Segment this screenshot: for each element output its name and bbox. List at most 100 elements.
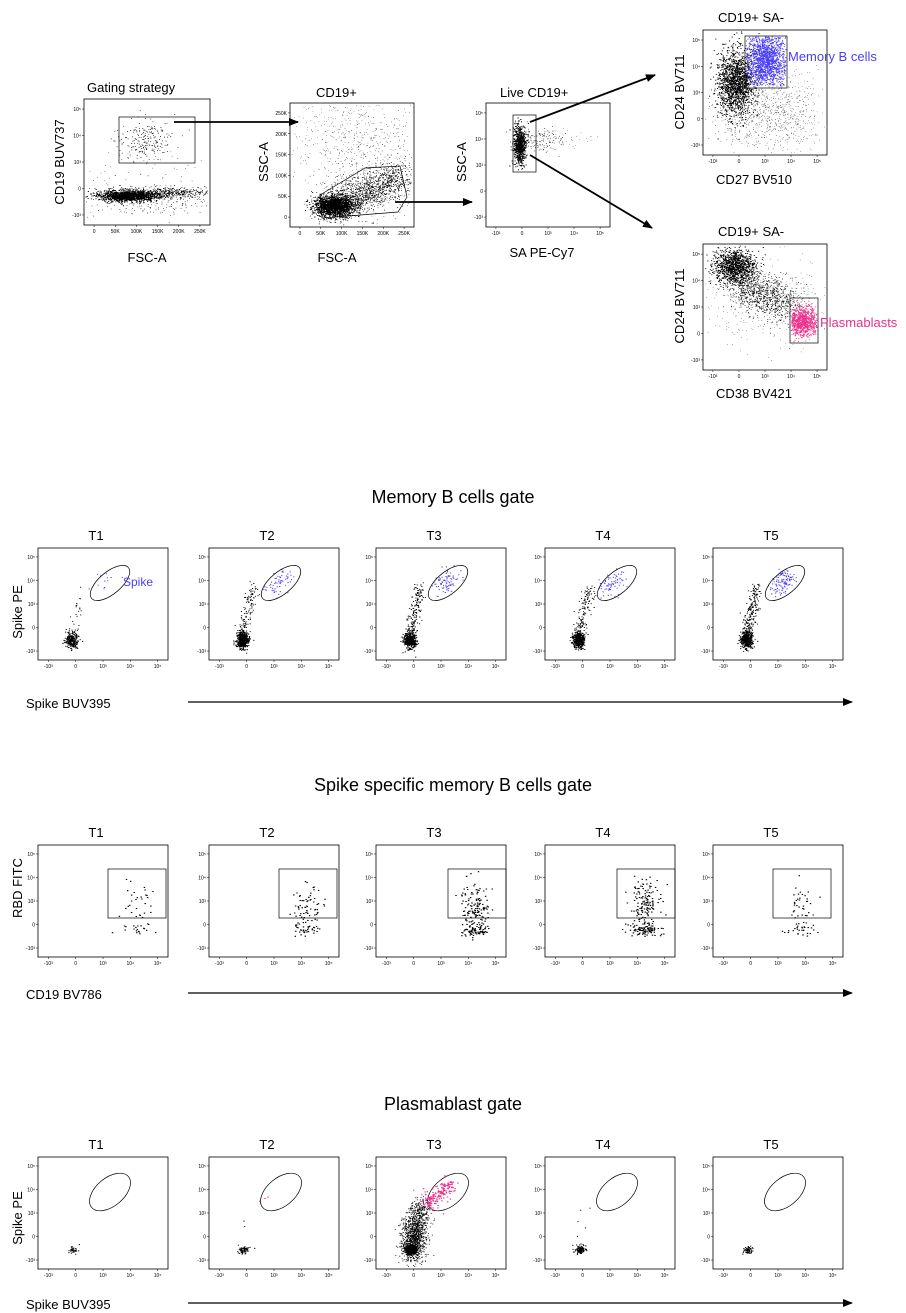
x-tick-label: 10⁴ bbox=[633, 664, 641, 670]
x-tick-label: 10³ bbox=[270, 961, 278, 967]
point-cloud bbox=[110, 109, 190, 177]
y-tick-label: 10⁵ bbox=[365, 1164, 373, 1170]
timepoint-panel: T5 -10³ 0 10³ 10⁴ 10⁵ -10³ 0 10³ 10⁴ 10⁵ bbox=[701, 825, 844, 967]
timepoint-label: T1 bbox=[88, 825, 103, 840]
y-tick-label: -10³ bbox=[474, 215, 483, 221]
point-cloud bbox=[243, 1220, 246, 1228]
x-tick-label: -10³ bbox=[215, 664, 224, 670]
memory-b-gate bbox=[744, 35, 788, 89]
x-tick-label: 150K bbox=[357, 231, 369, 237]
x-tick-label: 10⁵ bbox=[813, 159, 821, 165]
x-tick-label: 10³ bbox=[761, 374, 769, 380]
y-tick-label: 0 bbox=[203, 1235, 206, 1241]
plot-frame bbox=[208, 1156, 340, 1270]
y-tick-label: -10³ bbox=[533, 649, 542, 655]
y-tick-label: 100K bbox=[275, 173, 287, 179]
x-tick-label: 0 bbox=[581, 1273, 584, 1279]
timepoint-panel: T5 -10³ 0 10³ 10⁴ 10⁵ -10³ 0 10³ 10⁴ 10⁵ bbox=[701, 1137, 844, 1279]
point-cloud bbox=[739, 59, 825, 154]
timepoint-panel: T3 -10³ 0 10³ 10⁴ 10⁵ -10³ 0 10³ 10⁴ 10⁵ bbox=[364, 825, 507, 967]
y-tick-label: 10⁴ bbox=[702, 578, 710, 584]
timepoint-panel: T4 -10³ 0 10³ 10⁴ 10⁵ -10³ 0 10³ 10⁴ 10⁵ bbox=[533, 528, 676, 670]
x-tick-label: 50K bbox=[111, 229, 121, 235]
rbd-gate bbox=[107, 868, 167, 919]
y-tick-label: 10³ bbox=[693, 91, 701, 97]
spike-gate-label: Spike bbox=[123, 575, 153, 589]
x-tick-label: 10⁴ bbox=[633, 961, 641, 967]
y-tick-label: 0 bbox=[707, 626, 710, 632]
cd19-gate bbox=[118, 116, 196, 164]
y-tick-label: 200K bbox=[275, 132, 287, 138]
timepoint-panel: T4 -10³ 0 10³ 10⁴ 10⁵ -10³ 0 10³ 10⁴ 10⁵ bbox=[533, 825, 676, 967]
y-tick-label: 10³ bbox=[366, 899, 374, 905]
x-tick-label: 10³ bbox=[606, 961, 614, 967]
plot-frame bbox=[208, 547, 340, 661]
x-tick-label: 10⁵ bbox=[661, 961, 669, 967]
y-tick-label: 10⁵ bbox=[365, 555, 373, 561]
scatter-points bbox=[291, 104, 413, 226]
x-tick-label: 10⁵ bbox=[661, 664, 669, 670]
point-cloud bbox=[790, 300, 818, 343]
x-tick-label: 0 bbox=[581, 664, 584, 670]
row-title-plasmablast: Plasmablast gate bbox=[384, 1094, 522, 1114]
y-tick-label: 0 bbox=[370, 626, 373, 632]
y-tick-label: 10³ bbox=[476, 163, 484, 169]
x-tick-label: 10⁵ bbox=[492, 961, 500, 967]
x-tick-label: 10³ bbox=[99, 664, 107, 670]
y-tick-label: 10⁵ bbox=[692, 252, 700, 258]
point-cloud bbox=[233, 627, 255, 654]
y-tick-label: -10³ bbox=[197, 649, 206, 655]
x-tick-label: 10⁴ bbox=[633, 1273, 641, 1279]
y-tick-label: 0 bbox=[32, 626, 35, 632]
x-tick-label: -10³ bbox=[491, 231, 500, 237]
spike-gate bbox=[596, 565, 638, 601]
x-tick-label: 0 bbox=[74, 1273, 77, 1279]
plasmablast-gate bbox=[596, 1172, 638, 1212]
x-tick-label: 10⁴ bbox=[801, 961, 809, 967]
x-tick-label: 10⁵ bbox=[813, 374, 821, 380]
plot-frame bbox=[712, 547, 844, 661]
memory-b-cells-label: Memory B cells bbox=[788, 49, 877, 64]
x-tick-label: 0 bbox=[749, 664, 752, 670]
x-tick-label: 50K bbox=[316, 231, 326, 237]
y-tick-label: 10³ bbox=[366, 1211, 374, 1217]
y-tick-label: -10³ bbox=[533, 946, 542, 952]
x-tick-label: 10³ bbox=[270, 1273, 278, 1279]
spike-gate bbox=[764, 565, 806, 601]
y-tick-label: 10⁴ bbox=[365, 1187, 373, 1193]
y-tick-label: 10³ bbox=[74, 160, 82, 166]
point-cloud bbox=[506, 121, 572, 157]
y-tick-label: -10³ bbox=[26, 1258, 35, 1264]
timepoint-panel: T3 -10³ 0 10³ 10⁴ 10⁵ -10³ 0 10³ 10⁴ 10⁵ bbox=[364, 1137, 507, 1279]
y-tick-label: 0 bbox=[32, 1235, 35, 1241]
y-tick-label: 10⁵ bbox=[73, 107, 81, 113]
point-cloud bbox=[745, 36, 787, 88]
y-tick-label: -10³ bbox=[701, 946, 710, 952]
timepoint-panel: T4 -10³ 0 10³ 10⁴ 10⁵ -10³ 0 10³ 10⁴ 10⁵ bbox=[533, 1137, 676, 1279]
x-tick-label: -10³ bbox=[551, 961, 560, 967]
x-tick-label: 10⁴ bbox=[570, 231, 578, 237]
x-tick-label: 0 bbox=[738, 159, 741, 165]
timepoint-panel: T1 -10³ 0 10³ 10⁴ 10⁵ -10³ 0 10³ 10⁴ 10⁵ bbox=[26, 825, 169, 967]
y-tick-label: 10⁵ bbox=[534, 555, 542, 561]
point-cloud bbox=[781, 926, 819, 937]
plot-frame bbox=[544, 844, 676, 958]
point-cloud bbox=[569, 629, 589, 651]
y-tick-label: 10³ bbox=[199, 899, 207, 905]
row-title-spike-specific: Spike specific memory B cells gate bbox=[314, 775, 592, 795]
row1-y-axis-label: Spike PE bbox=[10, 585, 25, 639]
rbd-gate bbox=[772, 868, 832, 919]
scatter-points bbox=[85, 109, 208, 223]
x-axis-label: CD27 BV510 bbox=[716, 172, 792, 187]
x-tick-label: 10⁵ bbox=[829, 664, 837, 670]
point-band bbox=[715, 262, 813, 334]
rbd-gate bbox=[278, 868, 338, 919]
x-tick-label: 10⁴ bbox=[126, 1273, 134, 1279]
y-tick-label: 10⁴ bbox=[198, 875, 206, 881]
y-tick-label: 10⁴ bbox=[365, 578, 373, 584]
axis-ticks: -10³ 0 10³ 10⁴ 10⁵ -10³ 0 10³ 10⁴ 10⁵ bbox=[474, 111, 604, 237]
y-tick-label: 10⁵ bbox=[534, 1164, 542, 1170]
plasmablast-gate bbox=[789, 297, 819, 344]
x-tick-label: -10³ bbox=[719, 664, 728, 670]
